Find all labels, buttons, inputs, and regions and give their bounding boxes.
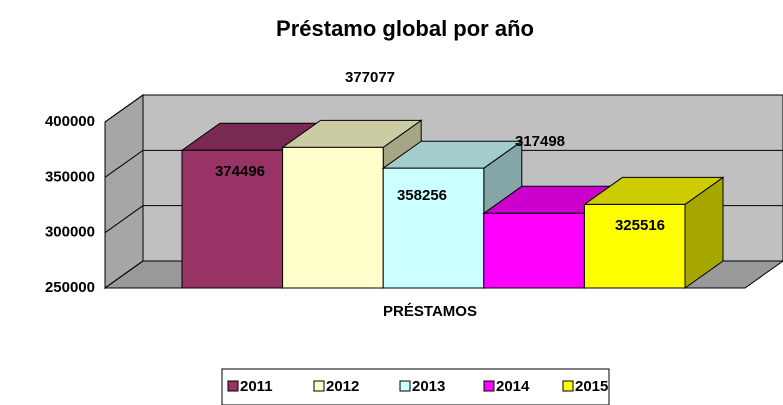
legend-label: 2011 [240, 378, 273, 395]
data-label: 317498 [515, 133, 565, 150]
legend-swatch [562, 380, 574, 392]
data-label: 377077 [345, 69, 395, 86]
legend-box [221, 368, 610, 405]
bar [582, 176, 725, 289]
legend-label: 2013 [412, 378, 445, 395]
grid-line [104, 94, 783, 123]
bar-front [181, 149, 284, 289]
y-tick-label: 400000 [45, 113, 95, 130]
legend-swatch [227, 380, 239, 392]
legend-swatch [313, 380, 325, 392]
y-tick-label: 350000 [45, 168, 95, 185]
bar-front [483, 212, 585, 289]
legend-swatch [483, 380, 495, 392]
x-tick-label: PRÉSTAMOS [383, 303, 477, 320]
y-tick-label: 300000 [45, 224, 95, 241]
legend-swatch [399, 380, 411, 392]
legend-label: 2014 [496, 378, 530, 395]
legend-label: 2015 [575, 378, 608, 395]
legend-label: 2012 [326, 378, 359, 395]
chart-title: Préstamo global por año [276, 16, 534, 41]
bar-front [282, 146, 384, 289]
data-label: 374496 [215, 163, 265, 180]
bar-front [583, 203, 686, 289]
data-label: 325516 [615, 217, 665, 234]
left-wall [104, 94, 144, 289]
data-label: 358256 [397, 187, 447, 204]
grid-line [104, 149, 783, 178]
y-tick-label: 250000 [45, 279, 95, 296]
